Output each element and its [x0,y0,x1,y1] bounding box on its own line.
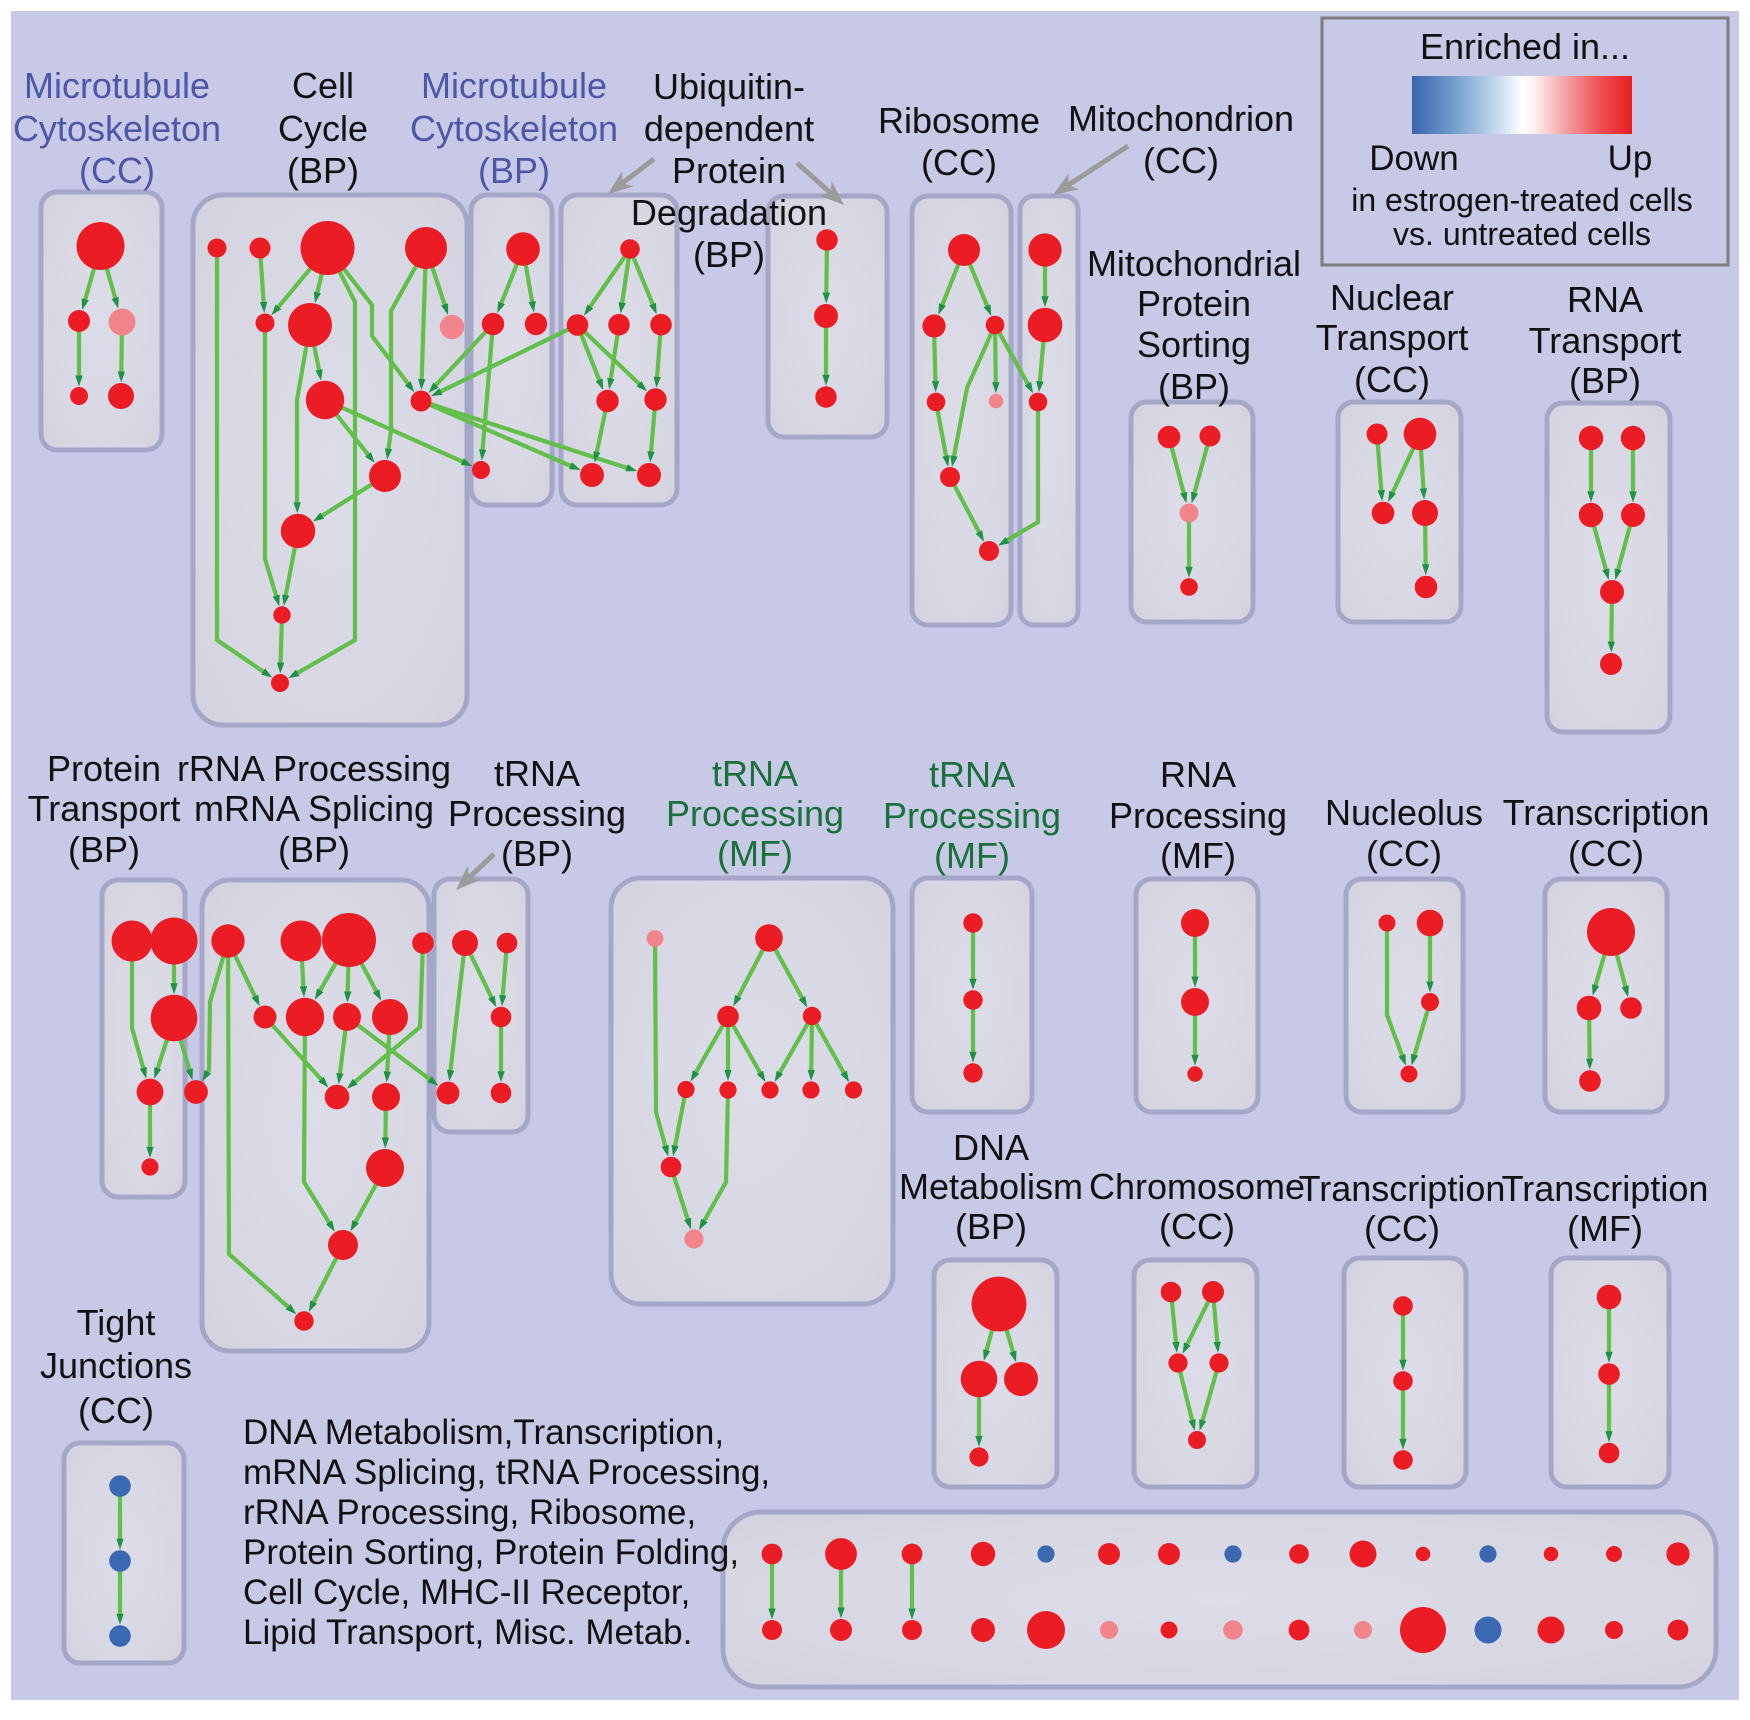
svg-text:Junctions: Junctions [40,1345,192,1386]
svg-text:Metabolism: Metabolism [899,1166,1083,1207]
svg-text:(MF): (MF) [1160,835,1236,876]
svg-text:Chromosome: Chromosome [1089,1166,1305,1207]
svg-text:Transport: Transport [1316,317,1469,358]
svg-text:(CC): (CC) [78,1390,154,1431]
svg-text:(BP): (BP) [1158,366,1230,407]
svg-text:(BP): (BP) [501,833,573,874]
svg-text:Transport: Transport [1529,320,1682,361]
svg-text:tRNA: tRNA [929,754,1015,795]
svg-text:Ubiquitin-: Ubiquitin- [653,66,805,107]
svg-text:Processing: Processing [883,795,1061,836]
svg-text:(BP): (BP) [68,829,140,870]
svg-text:Degradation: Degradation [631,192,827,233]
svg-text:RNA: RNA [1567,279,1643,320]
svg-text:rRNA Processing, Ribosome,: rRNA Processing, Ribosome, [243,1493,696,1532]
svg-text:(CC): (CC) [1143,140,1219,181]
svg-text:Enriched in...: Enriched in... [1420,26,1630,67]
svg-text:vs. untreated cells: vs. untreated cells [1393,216,1651,252]
svg-text:Tight: Tight [77,1302,156,1343]
svg-text:(CC): (CC) [1354,359,1430,400]
svg-text:Cytoskeleton: Cytoskeleton [410,108,618,149]
svg-text:Processing: Processing [1109,795,1287,836]
svg-text:Transcription: Transcription [1503,792,1710,833]
svg-text:in estrogen-treated cells: in estrogen-treated cells [1351,182,1693,218]
svg-text:Up: Up [1608,139,1653,178]
svg-text:Protein: Protein [47,748,161,789]
svg-text:Down: Down [1369,139,1458,178]
svg-text:(MF): (MF) [717,833,793,874]
svg-text:Cell Cycle, MHC-II Receptor,: Cell Cycle, MHC-II Receptor, [243,1573,690,1612]
svg-text:(CC): (CC) [1366,833,1442,874]
svg-text:Nuclear: Nuclear [1330,277,1454,318]
svg-text:Microtubule: Microtubule [24,65,210,106]
svg-text:(BP): (BP) [955,1206,1027,1247]
svg-text:rRNA Processing: rRNA Processing [177,748,451,789]
svg-text:Cell: Cell [292,65,354,106]
svg-text:(MF): (MF) [934,835,1010,876]
svg-text:(BP): (BP) [693,234,765,275]
svg-text:Transcription: Transcription [1502,1168,1709,1209]
svg-text:Nucleolus: Nucleolus [1325,792,1483,833]
svg-text:(CC): (CC) [1364,1208,1440,1249]
svg-text:Processing: Processing [448,793,626,834]
svg-text:Protein Sorting, Protein Foldi: Protein Sorting, Protein Folding, [243,1533,739,1572]
svg-text:tRNA: tRNA [712,753,798,794]
svg-text:Protein: Protein [1137,283,1251,324]
svg-text:Lipid Transport, Misc. Metab.: Lipid Transport, Misc. Metab. [243,1613,692,1652]
svg-text:dependent: dependent [644,108,814,149]
svg-text:Cycle: Cycle [278,108,368,149]
svg-text:(BP): (BP) [1569,360,1641,401]
svg-text:DNA Metabolism,Transcription,: DNA Metabolism,Transcription, [243,1413,724,1452]
svg-text:Mitochondrion: Mitochondrion [1068,98,1294,139]
svg-text:Protein: Protein [672,150,786,191]
svg-text:DNA: DNA [953,1127,1029,1168]
svg-text:(CC): (CC) [1159,1206,1235,1247]
svg-text:Processing: Processing [666,793,844,834]
svg-text:(BP): (BP) [287,150,359,191]
svg-text:Transport: Transport [28,788,181,829]
svg-text:(MF): (MF) [1567,1208,1643,1249]
svg-text:Microtubule: Microtubule [421,65,607,106]
svg-text:tRNA: tRNA [494,753,580,794]
svg-text:Ribosome: Ribosome [878,100,1040,141]
svg-text:Cytoskeleton: Cytoskeleton [13,108,221,149]
svg-text:(BP): (BP) [478,150,550,191]
svg-text:(CC): (CC) [1568,833,1644,874]
svg-text:Transcription: Transcription [1299,1168,1506,1209]
svg-text:mRNA Splicing, tRNA Processing: mRNA Splicing, tRNA Processing, [243,1453,770,1492]
svg-text:(BP): (BP) [278,829,350,870]
svg-text:RNA: RNA [1160,754,1236,795]
svg-text:mRNA Splicing: mRNA Splicing [194,788,434,829]
svg-text:(CC): (CC) [921,142,997,183]
svg-text:Mitochondrial: Mitochondrial [1087,243,1301,284]
svg-text:(CC): (CC) [79,150,155,191]
svg-text:Sorting: Sorting [1137,324,1251,365]
